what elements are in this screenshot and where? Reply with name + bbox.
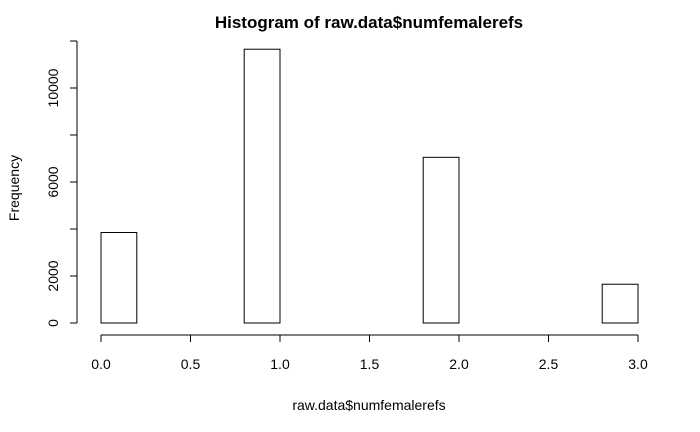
x-tick-label: 0.5 xyxy=(181,356,201,372)
x-tick-label: 3.0 xyxy=(628,356,648,372)
y-axis: 0 2000 6000 10000 xyxy=(45,40,78,327)
x-tick-label: 1.5 xyxy=(360,356,380,372)
x-axis-label: raw.data$numfemalerefs xyxy=(292,397,445,413)
x-tick-label: 2.0 xyxy=(449,356,469,372)
bars-layer xyxy=(100,48,639,324)
histogram-bar-9 xyxy=(422,156,460,324)
y-tick-label: 0 xyxy=(45,319,61,327)
y-tick-label: 6000 xyxy=(45,166,61,197)
x-tick-label: 1.0 xyxy=(270,356,290,372)
x-tick-label: 2.5 xyxy=(539,356,559,372)
histogram-bar-14 xyxy=(601,283,639,324)
y-axis-label: Frequency xyxy=(6,155,22,221)
x-axis: 0.0 0.5 1.0 1.5 2.0 2.5 3.0 xyxy=(91,334,648,372)
y-tick-label: 2000 xyxy=(45,260,61,291)
y-tick-label: 10000 xyxy=(45,68,61,107)
histogram-bar-0 xyxy=(100,232,138,324)
chart-title: Histogram of raw.data$numfemalerefs xyxy=(215,13,523,32)
histogram-bar-4 xyxy=(243,48,281,324)
x-tick-label: 0.0 xyxy=(91,356,111,372)
